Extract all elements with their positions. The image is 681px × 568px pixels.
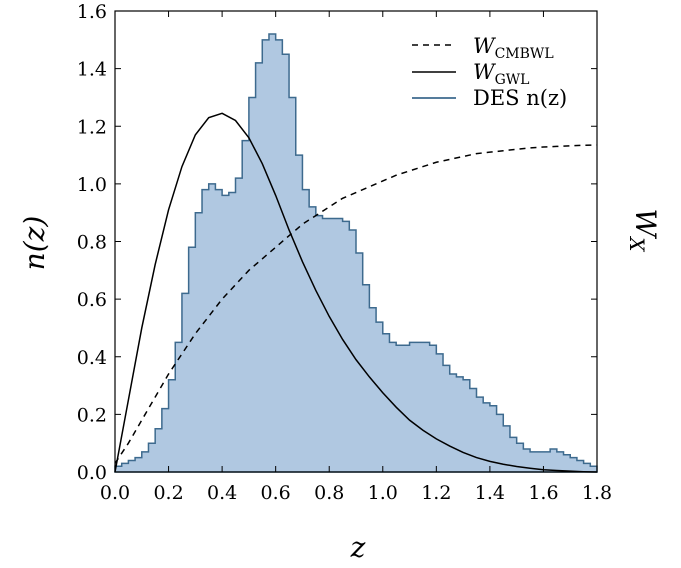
- y-tick-label: 1.6: [77, 1, 107, 23]
- x-tick-label: 1.2: [421, 482, 451, 504]
- x-tick-label: 1.8: [582, 482, 612, 504]
- y2-label-sub: X: [625, 235, 649, 252]
- svg-text:WX: WX: [625, 208, 662, 252]
- x-tick-label: 1.0: [368, 482, 398, 504]
- y2-label-main: W: [629, 208, 662, 239]
- y-tick-label: 0.6: [77, 289, 107, 311]
- y-tick-label: 0.0: [77, 462, 107, 484]
- des-nz-histogram: [114, 33, 598, 473]
- y-tick-label: 0.2: [77, 404, 107, 426]
- y-tick-label: 0.8: [77, 232, 107, 254]
- x-tick-label: 1.4: [475, 482, 505, 504]
- x-axis-ticks: 0.0 0.2 0.4 0.6 0.8 1.0 1.2 1.4 1.6 1.8: [100, 11, 612, 504]
- y-axis-ticks: 0.0 0.2 0.4 0.6 0.8 1.0 1.2 1.4 1.6: [77, 1, 597, 484]
- legend-label-des: DES n(z): [473, 86, 567, 110]
- legend-label-cmbwl: WCMBWL: [473, 34, 554, 62]
- y-tick-label: 1.4: [77, 59, 107, 81]
- x-tick-label: 0.6: [261, 482, 291, 504]
- y-tick-label: 1.0: [77, 174, 107, 196]
- x-tick-label: 0.0: [100, 482, 130, 504]
- x-tick-label: 0.4: [207, 482, 237, 504]
- x-tick-label: 0.8: [314, 482, 344, 504]
- y2-axis-label: WX: [625, 208, 662, 252]
- y-tick-label: 0.4: [77, 347, 107, 369]
- x-tick-label: 0.2: [153, 482, 183, 504]
- legend: WCMBWL WGWL DES n(z): [412, 34, 567, 110]
- plot-area: [114, 33, 598, 473]
- legend-label-gwl: WGWL: [473, 60, 529, 88]
- x-axis-label: z: [350, 531, 366, 564]
- w-gwl-line: [114, 112, 598, 473]
- y-tick-label: 1.2: [77, 116, 107, 138]
- x-tick-label: 1.6: [528, 482, 558, 504]
- y-axis-label: n(z): [18, 216, 51, 271]
- w-cmbwl-line: [114, 144, 598, 464]
